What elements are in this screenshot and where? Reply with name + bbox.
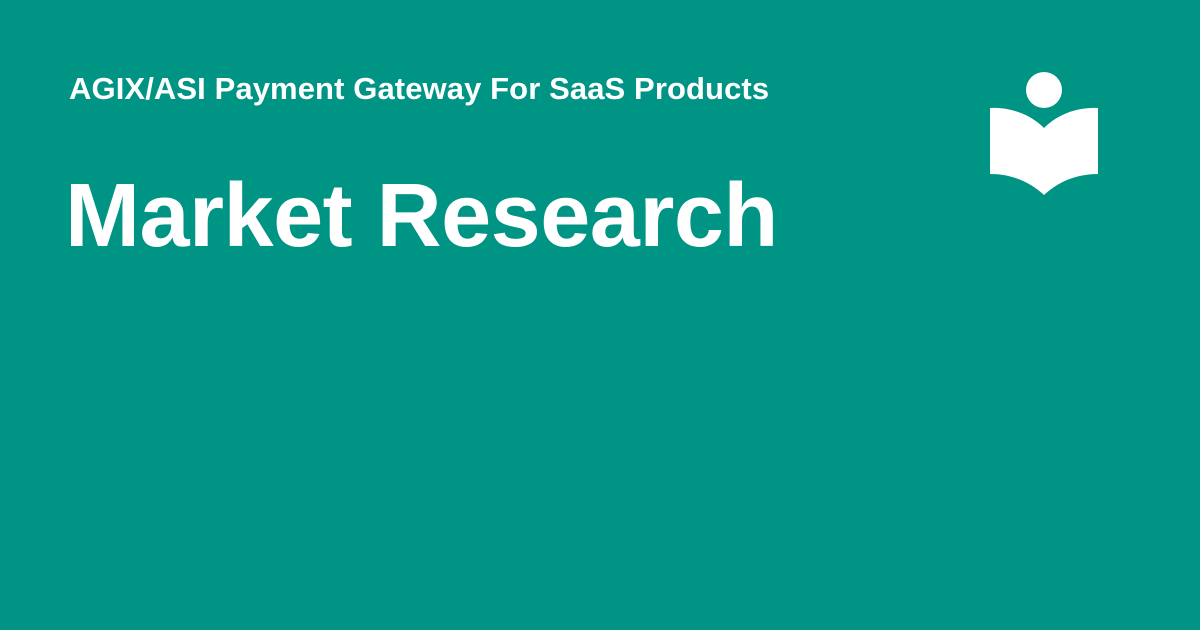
reader-book-icon <box>988 70 1100 198</box>
page-subtitle: AGIX/ASI Payment Gateway For SaaS Produc… <box>69 71 770 106</box>
page-title: Market Research <box>65 166 778 266</box>
